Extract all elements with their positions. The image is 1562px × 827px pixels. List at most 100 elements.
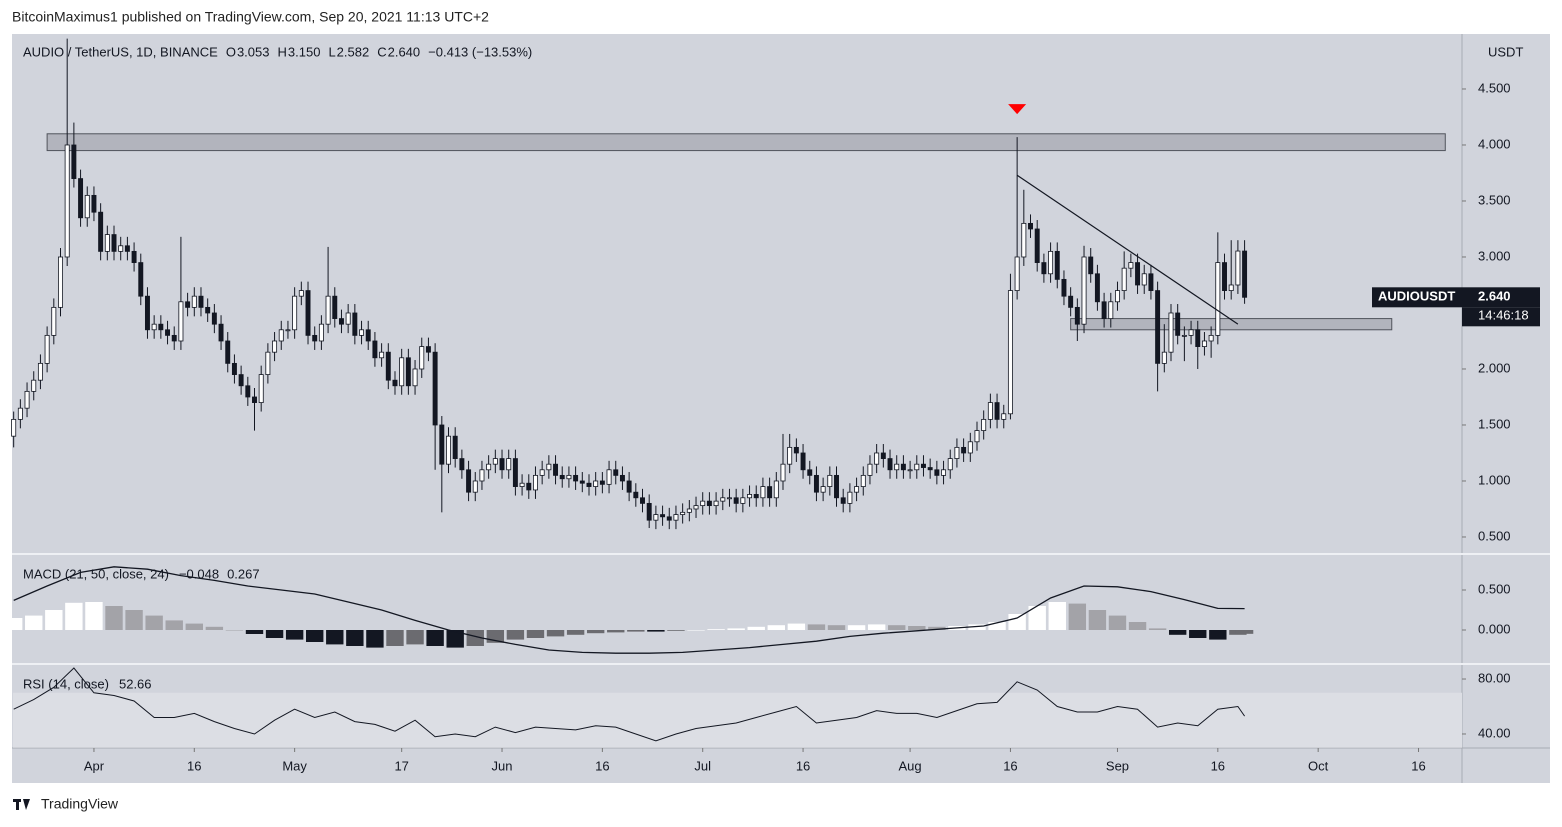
candle-body [1094,273,1100,303]
candle-body [1081,256,1087,325]
candle-body [1001,413,1007,420]
candle-body [338,318,344,325]
candle-body [452,435,458,459]
candle-body [599,480,605,485]
candle-body [11,418,17,437]
candle-body [78,178,84,219]
candle-body [104,234,110,252]
y-tick-label: 80.00 [1478,670,1511,685]
macd-histogram-bar [807,624,826,630]
macd-histogram-bar [105,606,123,630]
candle-body [486,463,492,471]
macd-histogram-bar [406,630,424,645]
price-label-symbol: AUDIOUSDT [1378,289,1455,304]
brand-logo [13,799,30,810]
rsi-line [13,667,1246,742]
candle-body [914,463,920,471]
candle-body [813,474,819,493]
candle-body [24,390,30,409]
macd-histogram-bar [607,630,625,633]
indicator-value: 52.66 [119,676,152,691]
candle-body [432,351,438,426]
candle-body [1235,250,1241,286]
macd-histogram-bar [446,630,464,648]
candle-body [272,340,278,353]
axis-currency: USDT [1488,44,1523,59]
candle-body [305,290,311,336]
candle-body [559,474,565,480]
macd-histogram-bar [747,626,765,630]
macd-histogram-bar [1028,606,1046,630]
top-marker [1008,104,1027,115]
macd-histogram-bar [4,618,23,630]
candle-body [258,374,264,403]
trendline [1016,174,1239,325]
candle-body [680,511,686,515]
y-tick-label: 1.000 [1478,472,1511,487]
candle-body [747,494,753,499]
price-label-value: 2.640 [1478,289,1511,304]
candle-body [412,368,418,387]
x-tick-label: Jun [492,758,513,773]
rsi-band [13,692,1462,748]
candle-body [807,469,813,476]
candle-body [553,463,559,476]
candle-body [499,458,505,471]
macd-histogram-bar [988,622,1006,630]
candle-body [131,250,137,263]
candle-body [693,505,699,510]
symbol-title: AUDIO / TetherUS, 1D, BINANCE [23,44,218,59]
macd-histogram-bar [306,630,324,642]
y-tick-label: 0.500 [1478,528,1511,543]
y-tick-label: 4.500 [1478,80,1511,95]
macd-histogram-bar [707,629,725,630]
candle-body [613,469,619,476]
macd-histogram-bar [185,623,203,630]
candle-body [532,474,538,491]
ohlc-label: L [328,44,335,59]
candle-body [941,469,947,476]
candle-body [111,234,117,252]
x-tick-label: Sep [1106,758,1129,773]
candle-body [526,482,532,491]
candle-body [720,497,726,502]
macd-histogram-bar [647,630,665,632]
macd-histogram-bar [1209,630,1227,640]
candle-body [1034,228,1040,263]
candle-body [887,458,893,471]
candle-body [1054,250,1060,280]
macd-histogram-bar [346,630,364,646]
candle-body [753,494,759,499]
macd-histogram-bar [25,615,43,630]
macd-histogram-bar [1008,614,1026,630]
macd-histogram-bar [968,624,986,630]
candle-body [640,497,645,504]
candle-body [238,374,244,387]
candle-body [1242,250,1248,298]
candle-body [686,508,692,513]
x-tick-label: Jul [694,758,711,773]
candle-body [740,497,746,504]
candle-body [586,482,592,487]
macd-histogram-bar [1128,622,1147,630]
candle-body [198,295,204,308]
candle-body [1181,334,1187,337]
candle-body [606,469,612,485]
brand-name: TradingView [41,796,119,812]
x-tick-label: Oct [1308,758,1329,773]
macd-histogram-bar [1168,630,1187,635]
candle-body [479,469,485,482]
candle-body [981,418,987,431]
candle-body [1228,284,1234,291]
candle-body [278,329,284,342]
candle-body [760,486,766,499]
macd-histogram-bar [245,630,264,634]
candle-body [894,463,900,471]
x-tick-label: 16 [1003,758,1017,773]
indicator-title: MACD (21, 50, close, 24) [23,566,169,581]
candle-body [874,452,880,465]
candle-body [492,458,498,465]
candle-body [405,357,411,387]
candle-body [1041,262,1047,275]
